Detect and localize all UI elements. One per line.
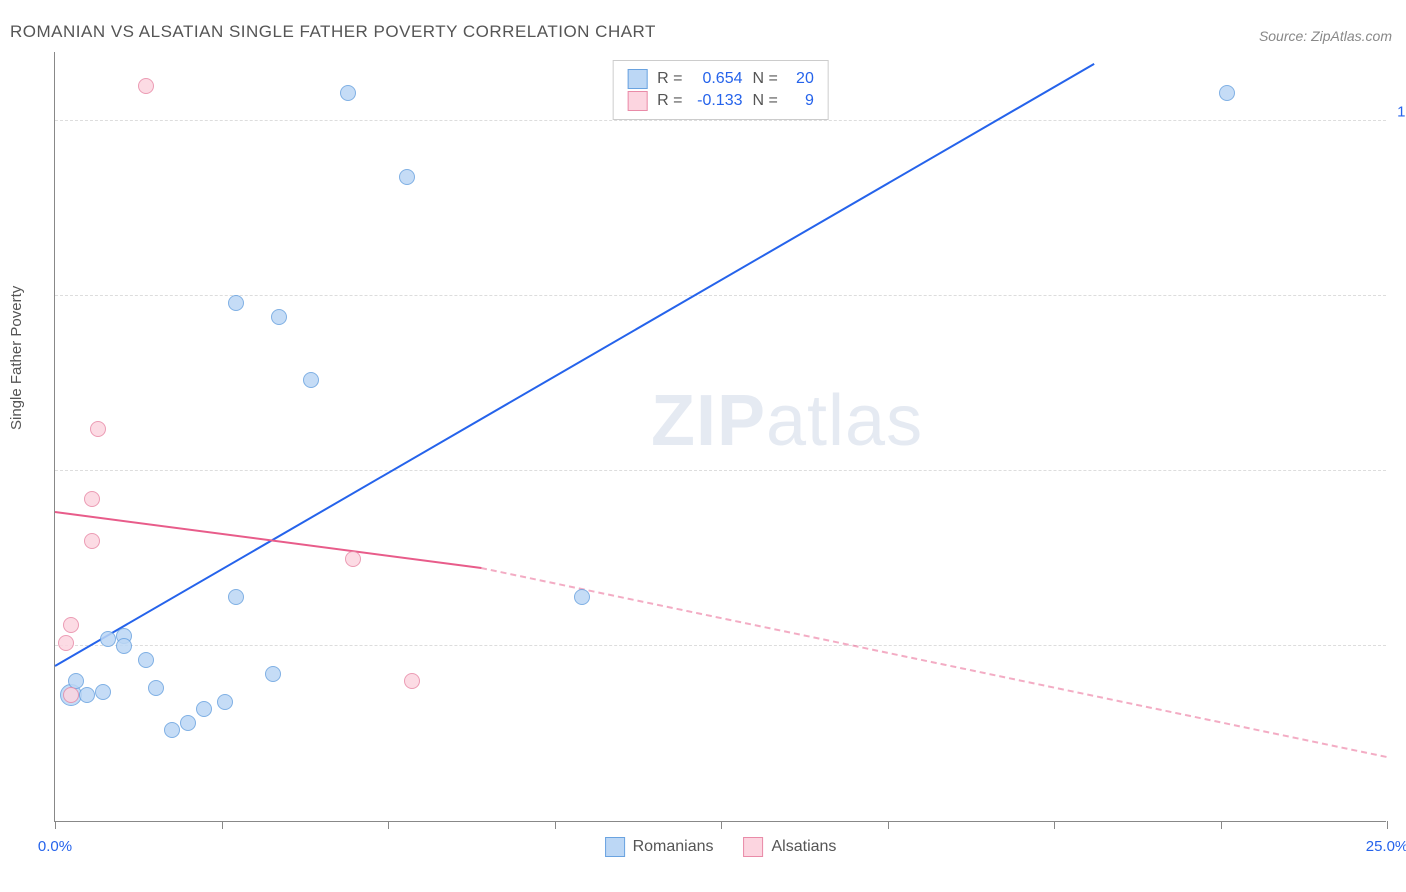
data-point xyxy=(58,635,74,651)
chart-title: ROMANIAN VS ALSATIAN SINGLE FATHER POVER… xyxy=(10,22,656,42)
trend-line xyxy=(54,63,1094,667)
data-point xyxy=(399,169,415,185)
data-point xyxy=(404,673,420,689)
n-label: N = xyxy=(753,70,778,88)
x-tick xyxy=(555,821,556,829)
plot-area: ZIPatlas R = 0.654 N = 20 R = -0.133 N =… xyxy=(54,52,1386,822)
legend-swatch-romanians xyxy=(627,69,647,89)
r-value-romanians: 0.654 xyxy=(693,70,743,88)
data-point xyxy=(138,78,154,94)
data-point xyxy=(180,715,196,731)
watermark-light: atlas xyxy=(766,381,923,461)
correlation-legend-row: R = 0.654 N = 20 xyxy=(627,69,814,89)
r-label: R = xyxy=(657,92,682,110)
gridline xyxy=(55,120,1386,121)
data-point xyxy=(228,295,244,311)
x-tick xyxy=(1054,821,1055,829)
n-value-alsatians: 9 xyxy=(788,92,814,110)
series-legend-item: Romanians xyxy=(605,837,714,857)
legend-swatch-romanians xyxy=(605,837,625,857)
x-tick xyxy=(55,821,56,829)
chart-container: ROMANIAN VS ALSATIAN SINGLE FATHER POVER… xyxy=(0,0,1406,892)
data-point xyxy=(148,680,164,696)
n-value-romanians: 20 xyxy=(788,70,814,88)
watermark-bold: ZIP xyxy=(651,381,766,461)
series-legend: Romanians Alsatians xyxy=(605,837,837,857)
data-point xyxy=(79,687,95,703)
data-point xyxy=(84,491,100,507)
data-point xyxy=(138,652,154,668)
correlation-legend-row: R = -0.133 N = 9 xyxy=(627,91,814,111)
x-tick xyxy=(388,821,389,829)
x-tick xyxy=(888,821,889,829)
data-point xyxy=(63,687,79,703)
watermark: ZIPatlas xyxy=(651,380,923,462)
x-tick xyxy=(1221,821,1222,829)
data-point xyxy=(164,722,180,738)
x-tick xyxy=(222,821,223,829)
data-point xyxy=(90,421,106,437)
gridline xyxy=(55,645,1386,646)
gridline xyxy=(55,470,1386,471)
y-axis-label: Single Father Poverty xyxy=(8,286,25,430)
series-label-romanians: Romanians xyxy=(633,838,714,856)
data-point xyxy=(340,85,356,101)
series-legend-item: Alsatians xyxy=(744,837,837,857)
x-tick-label: 25.0% xyxy=(1366,838,1406,855)
n-label: N = xyxy=(753,92,778,110)
data-point xyxy=(574,589,590,605)
data-point xyxy=(84,533,100,549)
y-tick-label: 100.0% xyxy=(1397,104,1406,121)
series-label-alsatians: Alsatians xyxy=(772,838,837,856)
r-value-alsatians: -0.133 xyxy=(693,92,743,110)
data-point xyxy=(196,701,212,717)
data-point xyxy=(1219,85,1235,101)
x-tick xyxy=(721,821,722,829)
trend-line xyxy=(55,511,481,569)
data-point xyxy=(271,309,287,325)
trend-line xyxy=(481,567,1387,758)
x-tick xyxy=(1387,821,1388,829)
x-tick-label: 0.0% xyxy=(38,838,72,855)
r-label: R = xyxy=(657,70,682,88)
legend-swatch-alsatians xyxy=(627,91,647,111)
data-point xyxy=(217,694,233,710)
data-point xyxy=(345,551,361,567)
gridline xyxy=(55,295,1386,296)
data-point xyxy=(116,638,132,654)
source-attribution: Source: ZipAtlas.com xyxy=(1259,28,1392,44)
data-point xyxy=(265,666,281,682)
correlation-legend: R = 0.654 N = 20 R = -0.133 N = 9 xyxy=(612,60,829,120)
data-point xyxy=(100,631,116,647)
data-point xyxy=(228,589,244,605)
data-point xyxy=(63,617,79,633)
data-point xyxy=(95,684,111,700)
legend-swatch-alsatians xyxy=(744,837,764,857)
data-point xyxy=(303,372,319,388)
